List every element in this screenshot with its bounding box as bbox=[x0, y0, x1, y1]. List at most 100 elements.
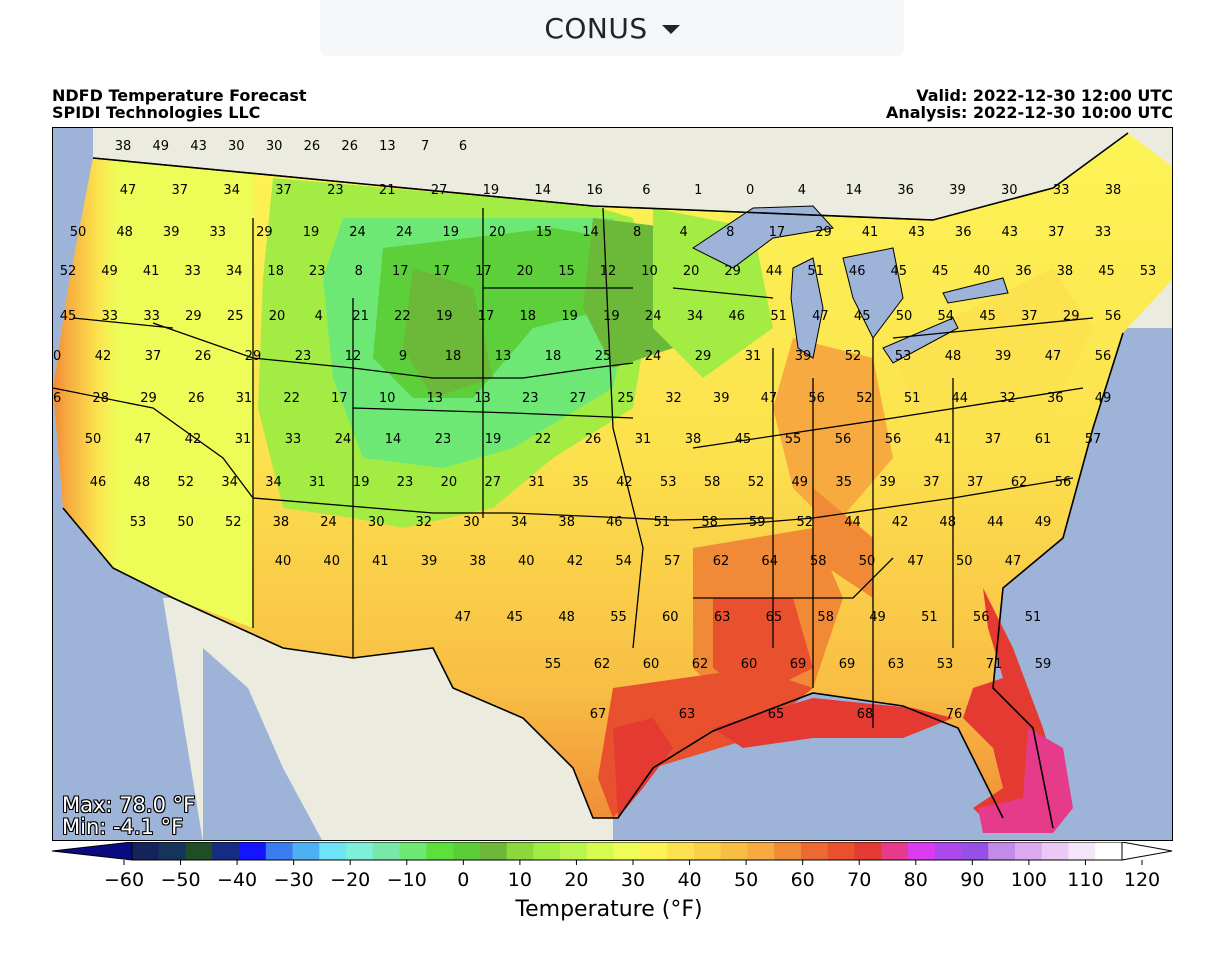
station-value: 50 bbox=[70, 225, 87, 240]
station-value: 4 bbox=[798, 183, 806, 198]
colorbar-bin bbox=[1068, 842, 1096, 860]
station-value: 29 bbox=[724, 264, 741, 279]
colorbar-tick-label: 0 bbox=[457, 869, 469, 891]
station-value: 58 bbox=[810, 554, 827, 569]
station-value: 17 bbox=[475, 264, 492, 279]
colorbar-bin bbox=[265, 842, 294, 860]
station-value: 52 bbox=[797, 515, 814, 530]
max-value: Max: 78.0 °F bbox=[62, 793, 196, 817]
station-value: 0 bbox=[746, 183, 754, 198]
station-value: 39 bbox=[949, 183, 966, 198]
station-value: 18 bbox=[520, 309, 537, 324]
colorbar-bin bbox=[372, 842, 401, 860]
station-value: 33 bbox=[1053, 183, 1070, 198]
temperature-map: 38 49 43 30 30 26 26 13 7 6 47 37 34 37 23 21 27 19 14 16 6 1… bbox=[52, 127, 1173, 841]
station-value: 48 bbox=[558, 610, 575, 625]
station-value: 29 bbox=[815, 225, 832, 240]
colorbar-tick-label: 60 bbox=[791, 869, 815, 891]
station-value: 14 bbox=[385, 432, 402, 447]
station-value: 59 bbox=[1035, 657, 1052, 672]
station-value: 63 bbox=[679, 707, 696, 722]
station-value: 52 bbox=[177, 475, 194, 490]
colorbar-bin bbox=[1095, 842, 1123, 860]
colorbar-bin bbox=[399, 842, 427, 860]
station-value: 63 bbox=[888, 657, 905, 672]
station-value: 53 bbox=[660, 475, 677, 490]
station-value: 38 bbox=[558, 515, 575, 530]
station-value: 25 bbox=[227, 309, 244, 324]
station-value: 14 bbox=[582, 225, 599, 240]
lake-erie bbox=[882, 317, 959, 364]
station-value: 56 bbox=[1095, 349, 1112, 364]
station-value: 27 bbox=[485, 475, 502, 490]
station-value: 58 bbox=[704, 475, 721, 490]
station-value: 51 bbox=[1025, 610, 1042, 625]
station-value: 62 bbox=[594, 657, 611, 672]
atlantic-ocean bbox=[993, 332, 1172, 840]
station-value: 52 bbox=[845, 349, 862, 364]
station-value: 44 bbox=[844, 515, 861, 530]
colorbar-overflow-arrow bbox=[1121, 842, 1173, 861]
station-value: 37 bbox=[275, 183, 292, 198]
station-value: 23 bbox=[435, 432, 452, 447]
station-value: 30 bbox=[1001, 183, 1018, 198]
station-value: 19 bbox=[485, 432, 502, 447]
station-value: 36 bbox=[1047, 391, 1064, 406]
station-value: 33 bbox=[210, 225, 227, 240]
timestamps: Valid: 2022-12-30 12:00 UTC Analysis: 20… bbox=[886, 87, 1173, 121]
station-value: 24 bbox=[349, 225, 366, 240]
station-value: 76 bbox=[946, 707, 963, 722]
colorbar-tick-label: 20 bbox=[564, 869, 588, 891]
station-value: 46 bbox=[729, 309, 746, 324]
station-value: 22 bbox=[535, 432, 552, 447]
title-line-1: NDFD Temperature Forecast bbox=[52, 86, 307, 105]
station-value: 42 bbox=[892, 515, 909, 530]
colorbar-bin bbox=[158, 842, 187, 860]
colorbar-bin bbox=[854, 842, 882, 860]
station-value: 47 bbox=[1045, 349, 1062, 364]
station-value: 42 bbox=[185, 432, 202, 447]
station-value: 22 bbox=[283, 391, 300, 406]
station-value: 30 bbox=[368, 515, 385, 530]
colorbar-bin bbox=[479, 842, 508, 860]
station-value: 23 bbox=[295, 349, 312, 364]
station-value: 26 bbox=[585, 432, 602, 447]
station-value: 41 bbox=[372, 554, 389, 569]
station-value: 24 bbox=[335, 432, 352, 447]
station-value: 4 bbox=[680, 225, 688, 240]
station-value: 54 bbox=[938, 309, 955, 324]
colorbar-ticks: −60 −50 −40 −30 −20 −10 0 10 20 30 40 50 60 70 80 90 100… bbox=[104, 860, 1160, 891]
station-value: 33 bbox=[143, 309, 160, 324]
station-value: 31 bbox=[309, 475, 326, 490]
region-dropdown[interactable]: CONUS bbox=[320, 0, 904, 56]
station-value: 39 bbox=[713, 391, 730, 406]
station-value: 42 bbox=[616, 475, 633, 490]
station-value: 10 bbox=[641, 264, 658, 279]
station-value: 51 bbox=[904, 391, 921, 406]
colorbar-tick-label: −20 bbox=[330, 869, 370, 891]
station-value: 56 bbox=[1105, 309, 1122, 324]
station-value: 38 bbox=[273, 515, 290, 530]
station-value: 30 bbox=[228, 139, 245, 154]
station-value: 52 bbox=[748, 475, 765, 490]
colorbar-bin bbox=[613, 842, 641, 860]
station-value: 23 bbox=[397, 475, 414, 490]
station-value: 60 bbox=[741, 657, 758, 672]
station-value: 45 bbox=[735, 432, 752, 447]
station-value: 9 bbox=[399, 349, 407, 364]
colorbar-tick-label: 40 bbox=[677, 869, 701, 891]
station-value: 45 bbox=[1098, 264, 1115, 279]
map-canvas: 38 49 43 30 30 26 26 13 7 647 37 34 37 23 21 27 19 14 16 6 1… bbox=[53, 128, 1172, 840]
station-value: 20 bbox=[441, 475, 458, 490]
station-value: 13 bbox=[495, 349, 512, 364]
station-value: 40 bbox=[275, 554, 292, 569]
station-value: 49 bbox=[153, 139, 170, 154]
station-value: 65 bbox=[768, 707, 785, 722]
colorbar-tick-label: 80 bbox=[904, 869, 928, 891]
station-value: 36 bbox=[955, 225, 972, 240]
station-value: 41 bbox=[862, 225, 879, 240]
station-value: 52 bbox=[225, 515, 242, 530]
station-value: 51 bbox=[654, 515, 671, 530]
station-value: 31 bbox=[235, 432, 252, 447]
station-value: 48 bbox=[945, 349, 962, 364]
